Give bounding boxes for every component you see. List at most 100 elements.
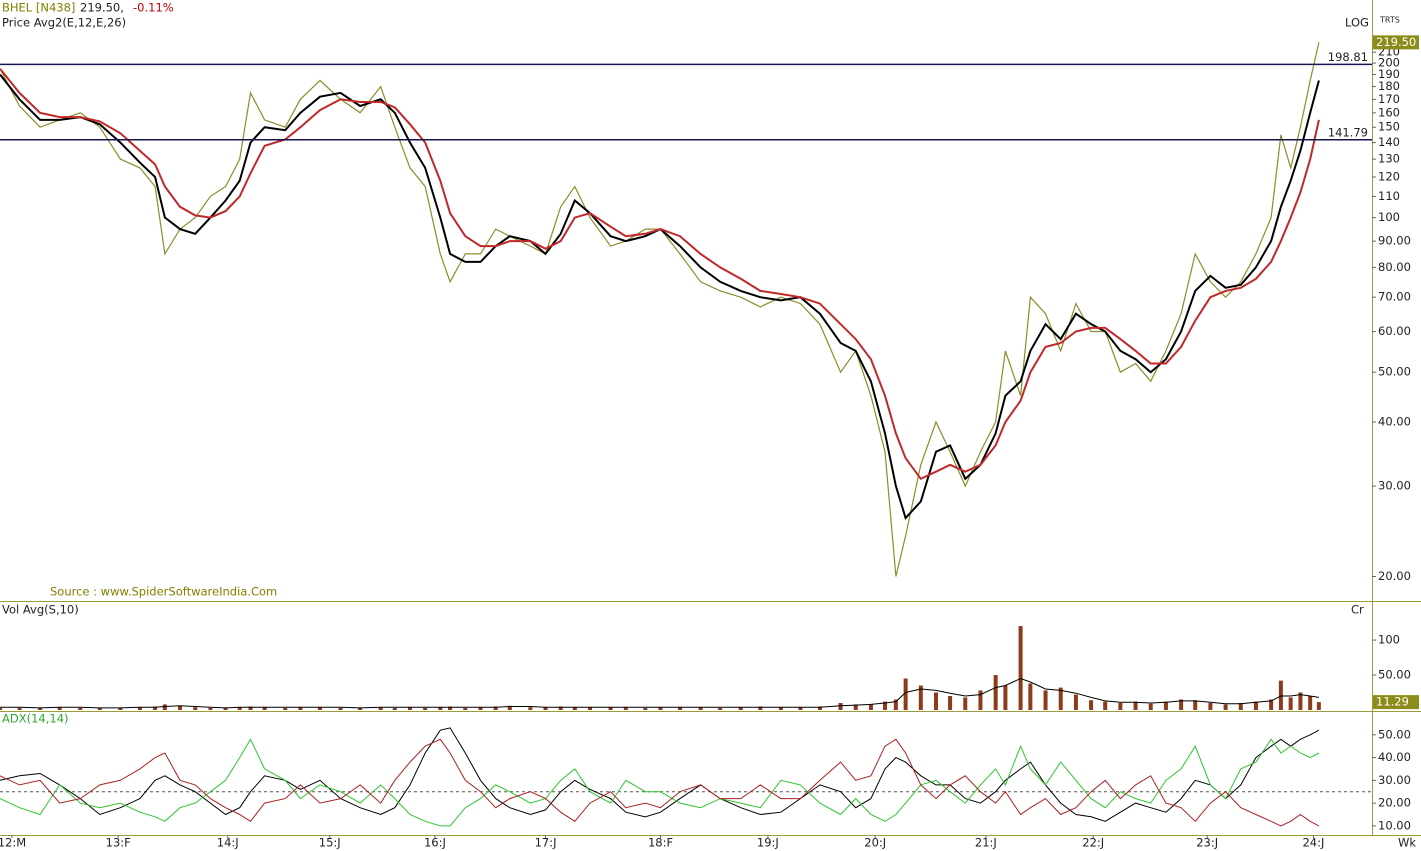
series-line	[0, 738, 1320, 827]
source-note: Source : www.SpiderSoftwareIndia.Com	[50, 585, 277, 599]
volume-bar	[963, 697, 968, 710]
volume-bar	[283, 707, 288, 710]
volume-bar	[0, 707, 2, 710]
volume-bar	[933, 692, 938, 710]
y-tick-label: 150	[1378, 120, 1400, 134]
volume-bar	[162, 704, 167, 710]
volume-bar	[623, 707, 628, 710]
series-line	[0, 738, 1320, 827]
y-tick-label: 180	[1378, 79, 1400, 93]
volume-bar	[153, 706, 158, 710]
volume-bar	[378, 707, 383, 710]
y-tick-label: 200	[1378, 56, 1400, 70]
volume-bar	[17, 707, 22, 710]
change-label: -0.11%	[133, 1, 174, 15]
volume-bar	[853, 704, 858, 710]
volume-bar	[1003, 685, 1008, 710]
y-tick-label: 10.00	[1378, 818, 1411, 832]
price-subtitle: Price Avg2(E,12,E,26)	[2, 16, 126, 30]
x-tick-label: 20:J	[864, 836, 886, 850]
volume-bar	[608, 707, 613, 710]
volume-bar	[38, 707, 43, 710]
volume-bar	[1028, 683, 1033, 710]
y-tick-label: 160	[1378, 105, 1400, 119]
volume-bar	[438, 707, 443, 710]
volume-bar	[1238, 703, 1243, 710]
volume-bar	[1193, 700, 1198, 710]
volume-bar	[893, 699, 898, 710]
volume-bar	[1148, 703, 1153, 710]
volume-bar	[97, 707, 102, 710]
x-tick-label: 19:J	[757, 836, 779, 850]
volume-bar	[698, 707, 703, 710]
x-unit-label: Wk	[1398, 836, 1416, 850]
series-line	[0, 677, 1319, 709]
volume-bar	[883, 701, 888, 710]
volume-bar	[298, 707, 303, 710]
volume-bar	[528, 707, 533, 710]
y-tick-label: 50.00	[1378, 365, 1411, 379]
volume-bar	[1073, 694, 1078, 710]
y-tick-label: 120	[1378, 169, 1400, 183]
volume-bar	[1179, 699, 1184, 710]
y-tick-label: 20.00	[1378, 796, 1411, 810]
y-tick-label: 90.00	[1378, 234, 1411, 248]
x-tick-label: 15:J	[319, 836, 341, 850]
y-tick-label: 110	[1378, 189, 1400, 203]
x-tick-label: 23:J	[1196, 836, 1218, 850]
corner-label: TRTS	[1379, 16, 1400, 25]
x-tick-label: 12:M	[0, 836, 26, 850]
volume-bar	[463, 707, 468, 710]
y-tick-label: 190	[1378, 67, 1400, 81]
x-tick-label: 22:J	[1082, 836, 1104, 850]
volume-bar	[118, 707, 123, 710]
volume-bar	[507, 705, 512, 710]
volume-bar	[918, 685, 923, 710]
volume-bar	[1208, 703, 1213, 710]
y-tick-label: 60.00	[1378, 324, 1411, 338]
volume-bar	[838, 703, 843, 710]
volume-bar	[543, 707, 548, 710]
last-value-box	[1373, 695, 1419, 710]
volume-bar	[1043, 690, 1048, 710]
volume-bar	[718, 707, 723, 710]
volume-bar	[1253, 701, 1258, 710]
volume-bar	[338, 707, 343, 710]
x-tick-label: 13:F	[106, 836, 131, 850]
volume-bar	[1278, 680, 1283, 710]
volume-bar	[798, 707, 803, 710]
y-tick-label: 70.00	[1378, 290, 1411, 304]
volume-bar	[193, 707, 198, 710]
volume-bar	[1308, 696, 1313, 710]
last-value-box	[1373, 35, 1419, 50]
y-tick-label: 40.00	[1378, 750, 1411, 764]
volume-bar	[1298, 692, 1303, 710]
volume-bar	[738, 707, 743, 710]
price-label: 219.50,	[80, 1, 124, 15]
volume-bar	[423, 707, 428, 710]
volume-bar	[223, 707, 228, 710]
last-value-label: 219.50	[1376, 35, 1416, 49]
volume-bar	[237, 707, 242, 710]
volume-bar	[178, 705, 183, 710]
volume-bar	[137, 707, 142, 710]
series-line	[0, 73, 1320, 520]
level-label: 141.79	[1328, 125, 1368, 139]
volume-bar	[993, 675, 998, 710]
scale-label: LOG	[1345, 16, 1369, 30]
y-tick-label: 140	[1378, 135, 1400, 149]
y-tick-label: 30.00	[1378, 773, 1411, 787]
volume-bar	[758, 706, 763, 710]
y-tick-label: 50.00	[1378, 668, 1411, 682]
volume-bar	[1089, 700, 1094, 710]
volume-corner-label: Cr	[1351, 603, 1364, 617]
y-tick-label: 40.00	[1378, 414, 1411, 428]
volume-bar	[448, 706, 453, 710]
series-line	[0, 42, 1320, 577]
volume-bar	[1223, 704, 1228, 710]
volume-bar	[588, 707, 593, 710]
volume-bar	[317, 707, 322, 710]
